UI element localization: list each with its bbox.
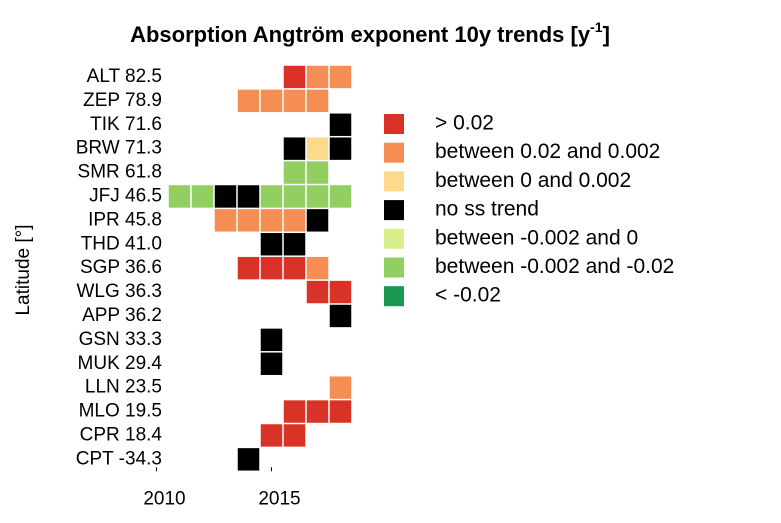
heatmap-cell (306, 65, 329, 89)
legend-label: between 0 and 0.002 (435, 169, 631, 192)
heatmap-cell (283, 161, 306, 184)
y-tick-label: APP 36.2 (82, 305, 162, 326)
y-tick-label: ZEP 78.9 (83, 90, 162, 111)
heatmap-cell (306, 400, 329, 423)
heatmap-cell (283, 424, 306, 447)
heatmap-cell (306, 280, 329, 304)
legend-swatch (384, 257, 404, 278)
heatmap-cell (260, 185, 283, 208)
legend-swatch (384, 200, 404, 221)
heatmap-cell (260, 328, 283, 352)
y-tick-label: ALT 82.5 (87, 66, 162, 87)
legend-label: between -0.002 and 0 (435, 226, 638, 249)
heatmap-cell (283, 65, 306, 89)
heatmap-cell (260, 352, 283, 375)
legend-label: between -0.002 and -0.02 (435, 255, 674, 278)
legend-swatch (384, 171, 404, 192)
y-tick-label: SMR 61.8 (78, 162, 162, 183)
y-tick-label: BRW 71.3 (76, 138, 162, 159)
heatmap-cell (329, 376, 352, 399)
heatmap-cell (306, 185, 329, 208)
y-tick-label: CPR 18.4 (80, 424, 163, 445)
legend-swatch (384, 114, 404, 134)
heatmap-cell (237, 448, 260, 471)
heatmap-cell (214, 185, 237, 208)
heatmap-cell (329, 137, 352, 160)
y-tick-label: MLO 19.5 (79, 401, 162, 422)
heatmap-cell (329, 304, 352, 328)
legend-label: no ss trend (435, 198, 539, 221)
y-tick-label: SGP 36.6 (80, 257, 162, 278)
heatmap-cell (329, 113, 352, 136)
x-tick-label: 2015 (258, 488, 300, 509)
heatmap-cell (329, 185, 352, 208)
heatmap-cell (306, 161, 329, 184)
heatmap-cell (306, 89, 329, 113)
y-tick-label: MUK 29.4 (78, 353, 163, 374)
heatmap-cell (260, 256, 283, 280)
x-tick-label: 2010 (143, 488, 185, 509)
heatmap-cell (306, 137, 329, 160)
heatmap-cell (260, 233, 283, 256)
heatmap-cell (283, 233, 306, 256)
heatmap-cell (214, 209, 237, 232)
heatmap-cell (260, 89, 283, 113)
legend-swatch (384, 142, 404, 163)
heatmap-cell (329, 400, 352, 423)
y-tick-label: WLG 36.3 (76, 281, 162, 302)
y-axis-label: Latitude [°] (13, 224, 34, 315)
heatmap-cell (237, 209, 260, 232)
heatmap-cell (329, 280, 352, 304)
heatmap-cell (283, 256, 306, 280)
heatmap-cell (306, 209, 329, 232)
y-tick-label: CPT -34.3 (76, 448, 162, 469)
heatmap-cell (237, 256, 260, 280)
y-tick-label: GSN 33.3 (79, 329, 162, 350)
heatmap-cell (283, 137, 306, 160)
heatmap-cell (191, 185, 214, 208)
y-tick-label: TIK 71.6 (90, 114, 162, 135)
heatmap-cell (283, 89, 306, 113)
chart-title: Absorption Angtröm exponent 10y trends [… (130, 19, 610, 47)
legend-swatch (384, 228, 404, 249)
heatmap-cell (283, 209, 306, 232)
heatmap-cell (237, 89, 260, 113)
title-text: Absorption Angtröm exponent 10y trends [… (130, 22, 591, 47)
y-tick-label: THD 41.0 (81, 233, 162, 254)
heatmap-cell (168, 185, 191, 208)
legend-swatch (384, 286, 404, 307)
title-suffix: ] (603, 22, 610, 47)
heatmap-cell (237, 185, 260, 208)
heatmap-cell (283, 400, 306, 423)
legend-label: between 0.02 and 0.002 (435, 140, 660, 163)
title-superscript: -1 (590, 19, 603, 35)
y-tick-label: LLN 23.5 (85, 377, 162, 398)
legend-label: < -0.02 (435, 284, 501, 307)
heatmap-cell (260, 424, 283, 447)
heatmap-cell (283, 185, 306, 208)
heatmap-cell (329, 65, 352, 89)
heatmap-cell (260, 209, 283, 232)
heatmap-cell (306, 256, 329, 280)
y-tick-label: IPR 45.8 (88, 209, 162, 230)
y-tick-label: JFJ 46.5 (89, 185, 162, 206)
legend-label: > 0.02 (435, 112, 494, 135)
